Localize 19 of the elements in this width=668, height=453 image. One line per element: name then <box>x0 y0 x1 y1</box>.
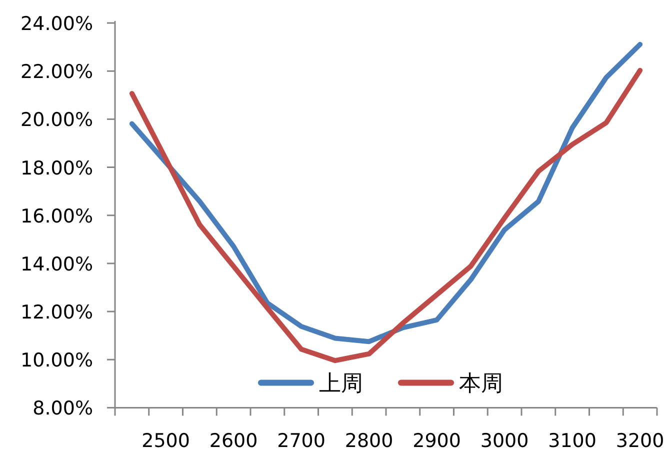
x-tick-label: 3000 <box>480 430 529 452</box>
y-tick-label: 14.00% <box>20 253 93 276</box>
x-tick-label: 2900 <box>412 430 461 452</box>
x-tick-label: 2500 <box>142 430 190 452</box>
x-tick-label: 3200 <box>616 430 664 452</box>
x-tick-label: 2700 <box>277 430 326 452</box>
y-tick-label: 12.00% <box>20 302 93 324</box>
y-tick-label: 10.00% <box>20 350 93 372</box>
x-tick-label: 2800 <box>344 430 394 452</box>
x-tick-label: 2600 <box>209 430 258 452</box>
y-tick-label: 18.00% <box>20 157 93 180</box>
legend-label: 本周 <box>459 372 503 397</box>
y-tick-label: 22.00% <box>20 61 93 84</box>
y-tick-label: 16.00% <box>20 205 93 228</box>
x-tick-label: 3100 <box>548 430 596 452</box>
y-tick-label: 20.00% <box>20 109 93 132</box>
legend-label: 上周 <box>319 372 363 397</box>
y-tick-label: 8.00% <box>32 398 93 420</box>
y-tick-label: 24.00% <box>20 13 93 35</box>
